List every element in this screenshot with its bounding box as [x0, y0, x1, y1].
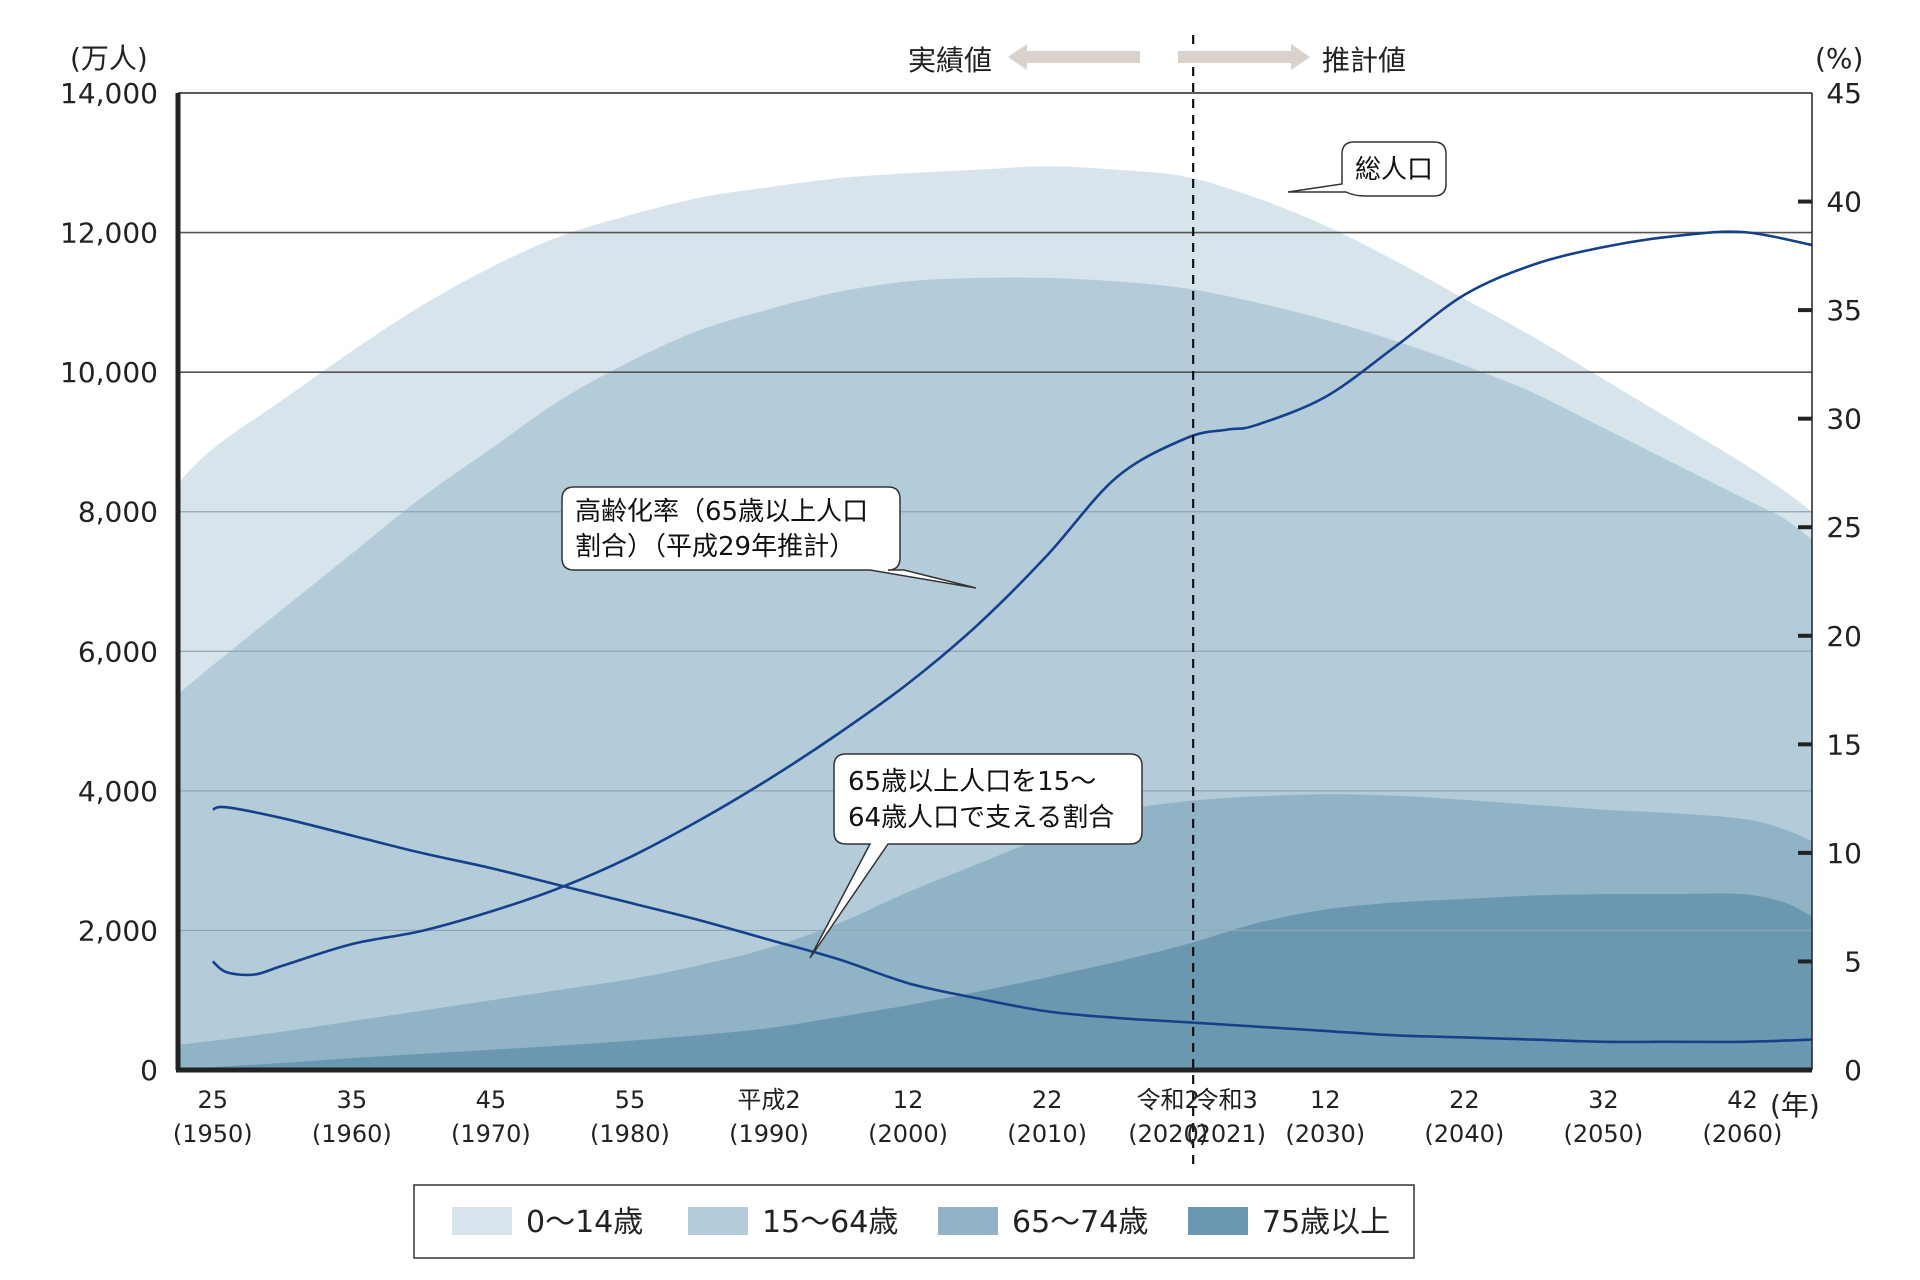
series-lines [211, 230, 1812, 1044]
y-right-tick-label: 0 [1844, 1054, 1862, 1087]
x-tick-label: 32 [1588, 1086, 1619, 1114]
x-tick-sublabel: (2010) [1007, 1120, 1087, 1148]
y-right-tick-label: 30 [1826, 403, 1862, 436]
y-left-tick-label: 2,000 [78, 914, 158, 947]
x-tick-sublabel: (1970) [451, 1120, 531, 1148]
aging-rate-callout: 高齢化率（65歳以上人口 割合）（平成29年推計） [561, 486, 977, 589]
legend-swatch-0-14 [452, 1207, 512, 1235]
x-tick-sublabel: (2050) [1563, 1120, 1643, 1148]
callout-bubble [561, 486, 977, 589]
total-population-callout: 総人口 [1287, 141, 1447, 197]
legend-frame [413, 1184, 1415, 1259]
legend-label-75-plus: 75歳以上 [1262, 1205, 1390, 1240]
axes: 0 2,000 4,000 6,000 8,000 10,000 12,000 14,000 0… [60, 35, 1862, 1170]
x-tick-sublabel: (2030) [1285, 1120, 1365, 1148]
left-arrow-icon [1008, 44, 1140, 70]
x-tick-sublabel: (1950) [173, 1120, 253, 1148]
x-tick-label: 45 [476, 1086, 507, 1114]
x-tick-sublabel: (1990) [729, 1120, 809, 1148]
y-left-tick-label: 8,000 [78, 496, 158, 529]
y-right-unit-label: (%) [1815, 42, 1863, 75]
aging-rate-label-line1: 高齢化率（65歳以上人口 [575, 497, 868, 527]
legend-label-0-14: 0〜14歳 [526, 1205, 643, 1240]
legend-swatch-15-64 [688, 1207, 748, 1235]
y-right-tick-label: 45 [1826, 77, 1862, 110]
actual-values-label: 実績値 [908, 44, 992, 77]
legend-swatch-65-74 [938, 1207, 998, 1235]
x-tick-label: 55 [615, 1086, 646, 1114]
y-left-tick-label: 6,000 [78, 635, 158, 668]
y-right-tick-label: 35 [1826, 294, 1862, 327]
callout-bubble [1287, 141, 1447, 197]
y-right-tick-label: 15 [1826, 728, 1862, 761]
x-tick-label: 42 [1727, 1086, 1758, 1114]
x-tick-sublabel: (2020) [1128, 1120, 1208, 1148]
total-population-label: 総人口 [1355, 155, 1433, 185]
x-tick-sublabel: (1980) [590, 1120, 670, 1148]
x-tick-sublabel: (2040) [1424, 1120, 1504, 1148]
y-left-tick-label: 10,000 [60, 356, 158, 389]
legend-label-65-74: 65〜74歳 [1012, 1205, 1148, 1240]
support-ratio-callout: 65歳以上人口を15〜 64歳人口で支える割合 [809, 753, 1143, 959]
x-tick-label: 25 [197, 1086, 228, 1114]
x-tick-label: 令和2 [1137, 1086, 1200, 1114]
aging-rate-label-line2: 割合）（平成29年推計） [575, 532, 855, 562]
x-tick-sublabel: (2060) [1703, 1120, 1783, 1148]
x-tick-label: 令和3 [1194, 1086, 1257, 1114]
y-right-tick-label: 25 [1826, 511, 1862, 544]
y-left-tick-label: 12,000 [60, 217, 158, 250]
series-line-1 [212, 805, 1812, 1044]
y-left-unit-label: (万人) [70, 42, 148, 75]
y-left-tick-label: 0 [140, 1054, 158, 1087]
area-3 [178, 893, 1812, 1070]
support-ratio-label-line2: 64歳人口で支える割合 [848, 803, 1114, 833]
x-tick-sublabel: (2021) [1186, 1120, 1266, 1148]
era-indicator: 実績値 推計値 [908, 44, 1406, 77]
gridlines [178, 231, 1812, 932]
legend: 0〜14歳 15〜64歳 65〜74歳 75歳以上 [413, 1184, 1415, 1259]
x-tick-sublabel: (1960) [312, 1120, 392, 1148]
legend-label-15-64: 15〜64歳 [762, 1205, 898, 1240]
support-ratio-label-line1: 65歳以上人口を15〜 [848, 767, 1096, 797]
x-tick-label: 22 [1449, 1086, 1480, 1114]
y-right-tick-label: 5 [1844, 945, 1862, 978]
y-left-tick-label: 4,000 [78, 775, 158, 808]
x-tick-label: 12 [1310, 1086, 1341, 1114]
series-line-0 [211, 230, 1812, 977]
y-right-tick-label: 40 [1826, 186, 1862, 219]
x-unit-label: (年) [1770, 1089, 1820, 1122]
x-tick-sublabel: (2000) [868, 1120, 948, 1148]
x-tick-label: 12 [893, 1086, 924, 1114]
x-tick-label: 22 [1032, 1086, 1063, 1114]
y-left-tick-label: 14,000 [60, 77, 158, 110]
callout-bubble [809, 753, 1143, 959]
right-arrow-icon [1178, 44, 1310, 70]
projected-values-label: 推計値 [1322, 44, 1406, 77]
legend-swatch-75-plus [1188, 1207, 1248, 1235]
stacked-areas [178, 166, 1812, 1070]
y-right-tick-label: 20 [1826, 620, 1862, 653]
y-right-tick-label: 10 [1826, 837, 1862, 870]
x-tick-label: 平成2 [737, 1086, 800, 1114]
x-tick-label: 35 [337, 1086, 368, 1114]
